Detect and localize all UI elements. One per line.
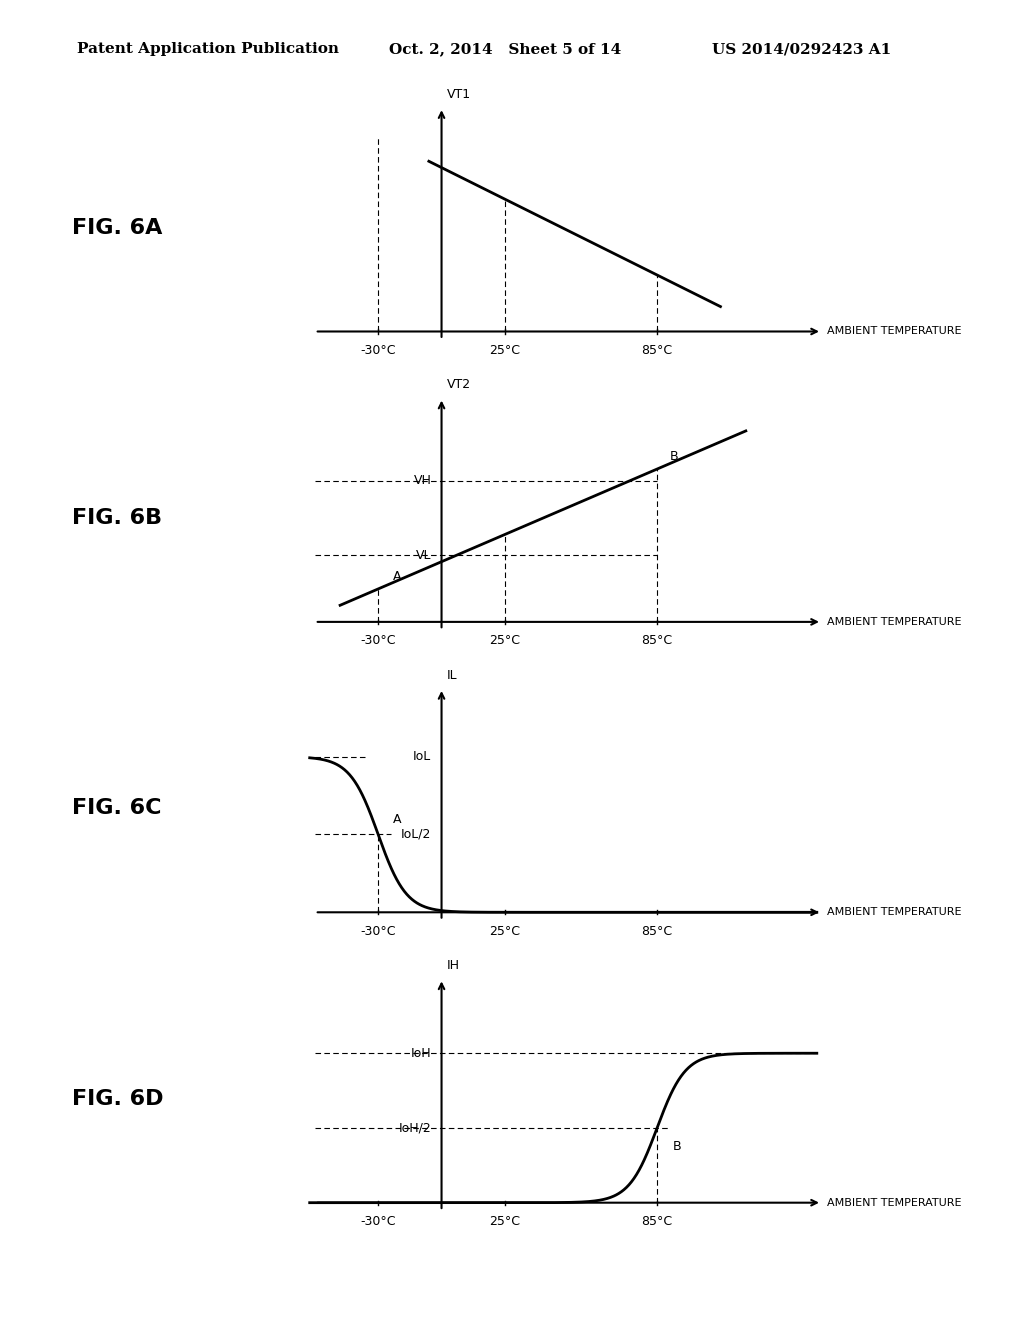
Text: 25°C: 25°C xyxy=(489,1216,520,1228)
Text: VT2: VT2 xyxy=(446,379,471,392)
Text: IoH: IoH xyxy=(411,1047,431,1060)
Text: VH: VH xyxy=(414,474,431,487)
Text: AMBIENT TEMPERATURE: AMBIENT TEMPERATURE xyxy=(827,907,962,917)
Text: IL: IL xyxy=(446,669,458,682)
Text: 25°C: 25°C xyxy=(489,345,520,356)
Text: A: A xyxy=(393,570,401,582)
Text: B: B xyxy=(670,450,678,463)
Text: FIG. 6D: FIG. 6D xyxy=(72,1089,163,1109)
Text: B: B xyxy=(673,1140,681,1154)
Text: 85°C: 85°C xyxy=(641,635,673,647)
Text: 85°C: 85°C xyxy=(641,345,673,356)
Text: -30°C: -30°C xyxy=(360,635,396,647)
Text: IH: IH xyxy=(446,960,460,973)
Text: IoH/2: IoH/2 xyxy=(398,1122,431,1134)
Text: FIG. 6C: FIG. 6C xyxy=(72,799,161,818)
Text: AMBIENT TEMPERATURE: AMBIENT TEMPERATURE xyxy=(827,616,962,627)
Text: IoL: IoL xyxy=(413,750,431,763)
Text: 85°C: 85°C xyxy=(641,925,673,937)
Text: A: A xyxy=(393,813,401,826)
Text: AMBIENT TEMPERATURE: AMBIENT TEMPERATURE xyxy=(827,326,962,337)
Text: 25°C: 25°C xyxy=(489,635,520,647)
Text: VT1: VT1 xyxy=(446,88,471,102)
Text: Oct. 2, 2014   Sheet 5 of 14: Oct. 2, 2014 Sheet 5 of 14 xyxy=(389,42,622,57)
Text: FIG. 6A: FIG. 6A xyxy=(72,218,162,238)
Text: AMBIENT TEMPERATURE: AMBIENT TEMPERATURE xyxy=(827,1197,962,1208)
Text: -30°C: -30°C xyxy=(360,1216,396,1228)
Text: US 2014/0292423 A1: US 2014/0292423 A1 xyxy=(712,42,891,57)
Text: FIG. 6B: FIG. 6B xyxy=(72,508,162,528)
Text: -30°C: -30°C xyxy=(360,345,396,356)
Text: IoL/2: IoL/2 xyxy=(401,828,431,841)
Text: -30°C: -30°C xyxy=(360,925,396,937)
Text: VL: VL xyxy=(416,549,431,562)
Text: Patent Application Publication: Patent Application Publication xyxy=(77,42,339,57)
Text: 85°C: 85°C xyxy=(641,1216,673,1228)
Text: 25°C: 25°C xyxy=(489,925,520,937)
